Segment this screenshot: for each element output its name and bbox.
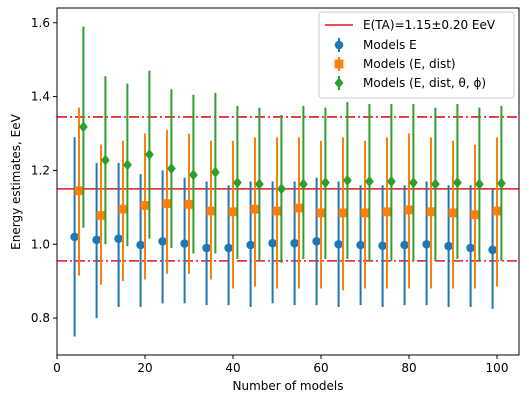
y-tick-label: 1.0 [31,237,50,251]
data-point [312,237,321,246]
y-tick-label: 1.6 [31,16,50,30]
data-point [448,208,458,218]
data-point [356,240,365,250]
data-point [365,175,374,188]
data-point [145,148,154,161]
data-point [246,240,255,250]
data-point [316,208,326,218]
plot-area [57,26,519,337]
legend-swatch-marker [334,59,344,69]
x-tick-label: 100 [486,361,509,375]
data-point [272,206,282,216]
data-point [277,183,286,195]
data-point [70,232,79,242]
data-point [180,239,189,248]
axes-frame [56,7,520,356]
legend-series-label: Models (E, dist) [363,57,456,71]
data-point [378,241,387,251]
data-point [492,206,502,216]
data-point [321,177,330,189]
data-point [409,177,418,189]
data-point [475,178,484,190]
data-point [422,239,431,249]
data-point [79,121,88,133]
x-tick-label: 40 [225,361,240,375]
data-point [114,234,123,244]
series-e [70,137,497,337]
legend-swatch-marker [334,40,344,50]
data-point [400,240,409,250]
data-point [470,210,480,220]
data-point [466,243,475,253]
data-point [167,162,176,175]
data-point [404,205,414,215]
data-point [92,235,101,245]
data-point [255,178,264,190]
y-axis-label: Energy estimates, EeV [9,113,23,249]
legend: E(TA)=1.15±0.20 EeV Models E Models (E, di… [318,11,515,99]
data-point [488,245,497,255]
data-point [140,201,150,210]
data-point [382,207,392,217]
legend-series-label: Models (E, dist, θ, ϕ) [363,76,486,90]
x-tick-label: 60 [313,361,328,375]
series-e-dist [74,107,502,291]
data-point [250,204,260,214]
data-point [338,208,348,218]
data-point [136,240,145,250]
data-point [184,199,194,209]
data-point [123,159,132,171]
x-tick-label: 0 [53,361,61,375]
data-point [431,178,440,190]
data-point [334,239,343,249]
data-point [118,204,128,214]
data-point [294,203,304,213]
data-point [268,238,277,248]
y-tick-label: 1.4 [31,90,50,104]
legend-box [318,11,515,99]
data-point [453,177,462,189]
legend-reference-label: E(TA)=1.15±0.20 EeV [363,18,496,32]
data-point [206,206,216,216]
y-tick-label: 1.2 [31,163,50,177]
x-axis-label: Number of models [232,379,343,393]
series-e-dist-angles [79,26,506,263]
data-point [299,178,308,190]
data-point [162,199,172,209]
data-point [426,207,436,217]
data-point [387,175,396,188]
data-point [360,208,370,218]
data-point [158,237,167,246]
x-tick-label: 80 [401,361,416,375]
plot-contents [57,26,519,337]
data-point [444,241,453,251]
data-point [290,238,299,248]
x-tick-label: 20 [137,361,152,375]
data-point [228,207,238,217]
data-point [233,177,242,189]
legend-swatch-marker [334,77,344,89]
data-point [96,211,106,220]
y-tick-label: 0.8 [31,311,50,325]
data-point [497,177,506,189]
data-point [74,186,84,196]
data-point [202,243,211,253]
data-point [343,174,352,186]
data-point [189,169,198,181]
data-point [101,154,110,166]
data-point [224,243,233,253]
legend-series-label: Models E [363,38,417,52]
axes: 0 20 40 60 80 100 0.8 1.0 1.2 1.4 1.6 [31,7,520,375]
data-point [211,166,220,178]
